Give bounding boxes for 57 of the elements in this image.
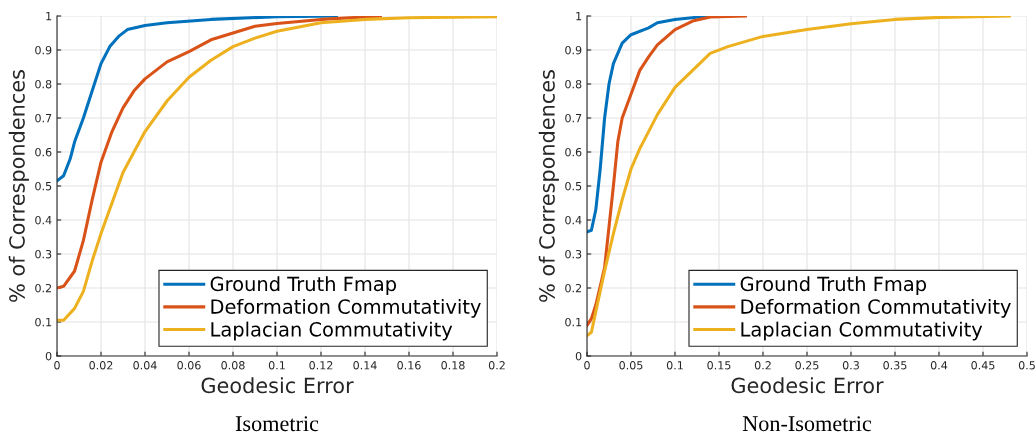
y-tick-label: 0.6 bbox=[565, 147, 582, 157]
x-tick-label: 0.5 bbox=[1018, 361, 1035, 370]
x-tick-label: 0 bbox=[584, 361, 590, 370]
x-tick-label: 0.1 bbox=[666, 361, 683, 370]
y-tick-label: 0.8 bbox=[565, 79, 582, 89]
x-tick-label: 0.02 bbox=[89, 361, 113, 370]
x-tick-label: 0.35 bbox=[883, 361, 907, 370]
x-tick-label: 0.4 bbox=[930, 361, 948, 370]
x-tick-label: 0.08 bbox=[221, 361, 245, 370]
y-tick-label: 1 bbox=[576, 12, 582, 21]
legend-label: Laplacian Commutativity bbox=[741, 321, 983, 341]
y-tick-label: 0.1 bbox=[565, 317, 582, 327]
x-tick-label: 0.12 bbox=[309, 361, 333, 370]
legend-label: Deformation Commutativity bbox=[211, 298, 481, 318]
x-tick-label: 0.16 bbox=[397, 361, 421, 370]
legend-label: Laplacian Commutativity bbox=[211, 321, 453, 341]
legend-label: Ground Truth Fmap bbox=[210, 276, 397, 296]
y-tick-label: 0.2 bbox=[565, 283, 582, 293]
x-tick-label: 0.15 bbox=[707, 361, 731, 370]
x-tick-label: 0.06 bbox=[177, 361, 201, 370]
x-tick-label: 0.04 bbox=[133, 361, 157, 370]
x-tick-label: 0.25 bbox=[795, 361, 819, 370]
y-tick-label: 1 bbox=[46, 12, 52, 21]
y-tick-label: 0.3 bbox=[565, 249, 582, 259]
y-tick-label: 0.7 bbox=[565, 113, 582, 123]
text: Isometric bbox=[235, 416, 319, 432]
x-tick-label: 0.45 bbox=[971, 361, 995, 370]
y-tick-label: 0.4 bbox=[35, 215, 52, 225]
x-tick-label: 0.2 bbox=[488, 361, 505, 370]
y-tick-label: 0.9 bbox=[565, 45, 582, 55]
y-tick-label: 0.2 bbox=[35, 283, 52, 293]
x-axis-title: Geodesic Error bbox=[201, 377, 354, 394]
y-tick-label: 0 bbox=[575, 351, 582, 361]
y-tick-label: 0 bbox=[45, 351, 52, 361]
x-tick-label: 0.1 bbox=[268, 361, 285, 370]
y-tick-label: 0.4 bbox=[565, 215, 582, 225]
y-axis-title: % of Correspondences bbox=[538, 70, 559, 302]
y-axis-title: % of Correspondences bbox=[8, 70, 29, 302]
legend-label: Deformation Commutativity bbox=[741, 298, 1011, 318]
x-tick-label: 0.2 bbox=[754, 361, 771, 370]
line-series bbox=[57, 16, 338, 183]
y-tick-label: 0.5 bbox=[35, 181, 52, 191]
y-tick-label: 0.9 bbox=[35, 45, 52, 55]
x-tick-label: 0.05 bbox=[619, 361, 643, 370]
y-tick-label: 0.5 bbox=[565, 181, 582, 191]
x-tick-label: 0.14 bbox=[353, 361, 377, 370]
y-tick-label: 0.3 bbox=[35, 249, 52, 259]
y-tick-label: 0.6 bbox=[35, 147, 52, 157]
legend-label: Ground Truth Fmap bbox=[740, 276, 927, 296]
y-tick-label: 0.1 bbox=[35, 317, 52, 327]
y-tick-label: 0.7 bbox=[35, 113, 52, 123]
x-tick-label: 0.18 bbox=[441, 361, 465, 370]
x-tick-label: 0.3 bbox=[842, 361, 859, 370]
text: Non-Isometric bbox=[742, 416, 872, 432]
x-tick-label: 0 bbox=[54, 361, 60, 370]
y-tick-label: 0.8 bbox=[35, 79, 52, 89]
x-axis-title: Geodesic Error bbox=[731, 377, 884, 394]
